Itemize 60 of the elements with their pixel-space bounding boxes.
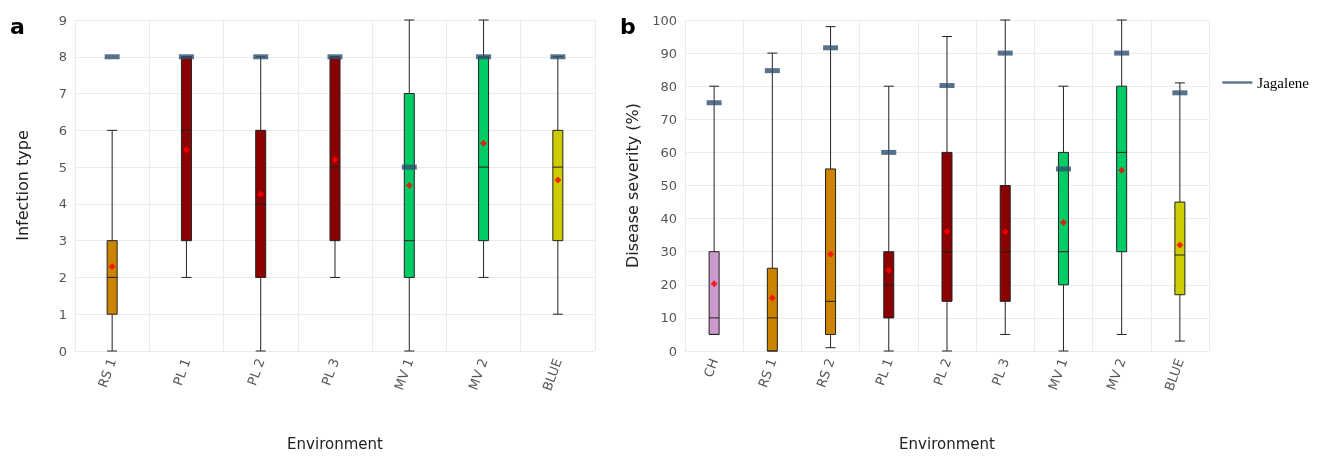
point bbox=[480, 139, 488, 147]
point bbox=[405, 182, 413, 189]
x-tick-label: RS 1 bbox=[94, 356, 120, 390]
point bbox=[1059, 219, 1067, 227]
x-tick-label: MV 1 bbox=[1045, 356, 1071, 393]
chart-title: a bbox=[10, 13, 25, 39]
point bbox=[554, 176, 562, 184]
x-tick-label: RS 2 bbox=[813, 356, 838, 390]
x-axis-title: Environment bbox=[899, 434, 996, 453]
y-tick-label: 6 bbox=[58, 122, 67, 138]
y-tick-label: 2 bbox=[58, 269, 67, 285]
y-tick-label: 100 bbox=[652, 12, 677, 28]
legend-label: Jagalene bbox=[1257, 74, 1310, 91]
point bbox=[885, 266, 893, 274]
y-tick-label: 70 bbox=[660, 111, 677, 127]
x-tick-label: BLUE bbox=[1161, 356, 1187, 393]
point bbox=[331, 156, 339, 164]
point bbox=[182, 146, 190, 154]
x-tick-label: CH bbox=[700, 356, 722, 380]
y-tick-label: 0 bbox=[668, 343, 677, 359]
y-tick-label: 7 bbox=[58, 86, 67, 102]
y-tick-label: 8 bbox=[58, 49, 67, 65]
chart-title: b bbox=[620, 13, 636, 39]
y-axis-title: Disease severity (%) bbox=[622, 102, 642, 269]
y-tick-label: 5 bbox=[58, 159, 67, 175]
y-tick-label: 50 bbox=[660, 178, 677, 193]
x-tick-label: MV 2 bbox=[1103, 356, 1129, 393]
y-tick-label: 60 bbox=[660, 144, 677, 160]
y-tick-label: 80 bbox=[660, 78, 677, 94]
y-tick-label: 30 bbox=[660, 244, 677, 260]
y-axis-title: Infection type bbox=[12, 130, 32, 241]
point bbox=[943, 228, 951, 236]
y-tick-label: 9 bbox=[58, 12, 67, 28]
point bbox=[1118, 166, 1126, 174]
y-tick-label: 4 bbox=[58, 196, 67, 212]
y-tick-label: 0 bbox=[58, 343, 67, 359]
x-axis-title: Environment bbox=[287, 434, 384, 453]
point bbox=[827, 250, 835, 258]
x-tick-label: PL 3 bbox=[318, 356, 343, 388]
x-tick-label: RS 1 bbox=[755, 356, 780, 390]
point bbox=[768, 294, 776, 302]
point bbox=[1176, 241, 1184, 249]
x-tick-label: MV 1 bbox=[391, 356, 417, 393]
y-tick-label: 40 bbox=[660, 211, 677, 227]
y-tick-label: 20 bbox=[660, 277, 677, 293]
x-tick-label: PL 1 bbox=[169, 356, 194, 388]
x-tick-label: PL 3 bbox=[988, 356, 1013, 388]
point bbox=[1001, 228, 1009, 236]
y-tick-label: 90 bbox=[660, 45, 677, 61]
point bbox=[710, 280, 718, 288]
x-tick-label: PL 1 bbox=[872, 356, 896, 388]
x-tick-label: BLUE bbox=[539, 356, 565, 393]
x-tick-label: PL 2 bbox=[244, 356, 268, 388]
x-tick-label: PL 2 bbox=[930, 356, 955, 388]
y-tick-label: 3 bbox=[58, 233, 67, 249]
y-tick-label: 10 bbox=[660, 310, 677, 326]
point bbox=[108, 262, 116, 270]
y-tick-label: 1 bbox=[58, 306, 67, 322]
x-tick-label: MV 2 bbox=[465, 356, 491, 393]
point bbox=[257, 190, 265, 198]
